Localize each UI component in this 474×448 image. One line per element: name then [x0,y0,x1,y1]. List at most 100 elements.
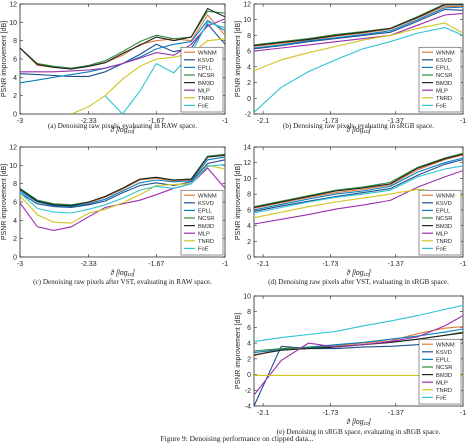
series-group [254,4,463,113]
legend-label-ksvd: KSVD [436,350,452,356]
series-group [254,152,463,225]
legend-label-bm3d: BM3D [436,81,452,87]
y-axis-label: PSNR improvement [dB] [235,164,242,240]
series-line-wnnm [254,5,463,47]
x-tick-label: -2.1 [257,410,269,417]
series-line-bm3d [254,4,463,47]
series-line-ncsr [254,4,463,46]
x-tick-label: -1.37 [388,118,404,125]
series-line-epll [254,157,463,211]
subfigure-caption: (a) Denoising raw pixels, evaluating in … [48,122,197,130]
x-tick-label: -1 [460,118,466,125]
legend-label-foe: FoE [198,247,209,253]
y-tick-label: -2 [245,388,251,395]
legend-label-epll: EPLL [436,209,451,215]
x-tick-label: -1.37 [388,261,404,268]
series-line-wnnm [254,154,463,209]
legend-label-ksvd: KSVD [436,201,452,207]
legend-box [418,338,462,405]
series-line-foe [254,27,463,113]
x-tick-label: -3 [17,261,23,268]
legend-label-mlp: MLP [198,231,210,237]
series-line-epll [20,156,225,208]
y-tick-label: 0 [247,96,251,103]
series-group [254,304,463,406]
y-axis-label: PSNR improvement [dB] [235,21,242,97]
x-tick-label: -2.1 [257,261,269,268]
legend-label-wnnm: WNNM [198,193,217,199]
y-tick-label: 4 [247,223,251,230]
y-tick-label: 0 [13,112,17,119]
series-line-bm3d [20,7,225,70]
y-tick-label: 10 [243,294,251,301]
series-line-bm3d [254,153,463,209]
series-line-foe [254,165,463,214]
plot-frame [253,146,464,258]
y-tick-label: 12 [9,145,17,152]
series-line-bm3d [20,154,225,207]
legend-label-foe: FoE [436,396,447,402]
subfigure-caption: (b) Denoising raw pixels, evaluating in … [283,122,434,130]
legend-label-epll: EPLL [198,209,213,215]
y-tick-label: 4 [13,75,17,82]
legend-box [180,46,224,113]
x-tick-label: -1 [222,261,228,268]
y-tick-label: 6 [247,49,251,56]
y-axis-label: PSNR improvement [dB] [1,21,8,97]
legend-label-ksvd: KSVD [198,201,214,207]
subfigure-caption: (c) Denoising raw pixels after VST, eval… [33,278,212,286]
y-tick-label: 8 [13,181,17,188]
x-axis-label: ϑ [log₁₀] [346,419,371,426]
x-tick-label: -2.33 [81,261,97,268]
legend-label-ksvd: KSVD [436,58,452,64]
y-tick-label: 4 [247,341,251,348]
legend-label-bm3d: BM3D [436,224,452,230]
chart-panel-a: 0 2 4 6 8 10 12 -3 -2.33 -1.67 -1 PSNR improvement … [1,2,228,135]
legend-label-mlp: MLP [436,88,448,94]
chart-panel-b: -2 0 2 4 6 8 10 12 -2.1 -1.73 -1.37 -1 PSNR improvem… [235,2,466,135]
legend-label-ncsr: NCSR [436,365,452,371]
y-tick-label: 10 [243,17,251,24]
legend-label-epll: EPLL [436,66,451,72]
legend-label-tnrd: TNRD [436,96,452,102]
chart-panel-e: -4 -2 0 2 4 6 8 10 -2.1 -1.73 -1.37 -1 PSNR improvem… [235,294,466,437]
y-tick-label: 0 [247,255,251,262]
y-tick-label: 8 [247,192,251,199]
x-axis-label: ϑ [log₁₀] [346,127,371,134]
series-line-mlp [254,12,463,52]
x-tick-label: -2.33 [81,118,97,125]
y-axis-label: PSNR improvement [dB] [235,313,242,389]
series-line-mlp [20,18,225,73]
series-line-ksvd [254,159,463,212]
y-tick-label: 12 [9,2,17,9]
y-tick-label: 2 [13,93,17,100]
series-line-foe [104,21,225,114]
y-tick-label: 6 [247,207,251,214]
y-tick-label: -2 [245,112,251,119]
chart-panel-c: 0 2 4 6 8 10 12 -3 -2.33 -1.67 -1 PSNR improvement … [1,145,228,287]
series-line-mlp [254,315,463,396]
legend-label-ncsr: NCSR [198,216,214,222]
series-group [20,153,225,231]
plot-frame [253,3,464,115]
series-line-mlp [254,170,463,225]
y-tick-label: 2 [247,356,251,363]
series-line-epll [254,6,463,49]
figure-caption: Figure 9: Denoising performance on clipp… [160,434,313,443]
x-tick-label: -1 [460,410,466,417]
series-line-ksvd [20,159,225,209]
legend-label-epll: EPLL [436,358,451,364]
chart-panel-d: 0 2 4 6 8 10 12 14 -2.1 -1.73 -1.37 -1 PSNR improvem… [235,145,466,287]
y-tick-label: 6 [13,200,17,207]
series-line-foe [20,163,225,214]
y-tick-label: 10 [9,163,17,170]
y-tick-label: 0 [247,372,251,379]
x-tick-label: -1 [460,261,466,268]
legend-box [418,189,462,256]
y-tick-label: 8 [13,38,17,45]
